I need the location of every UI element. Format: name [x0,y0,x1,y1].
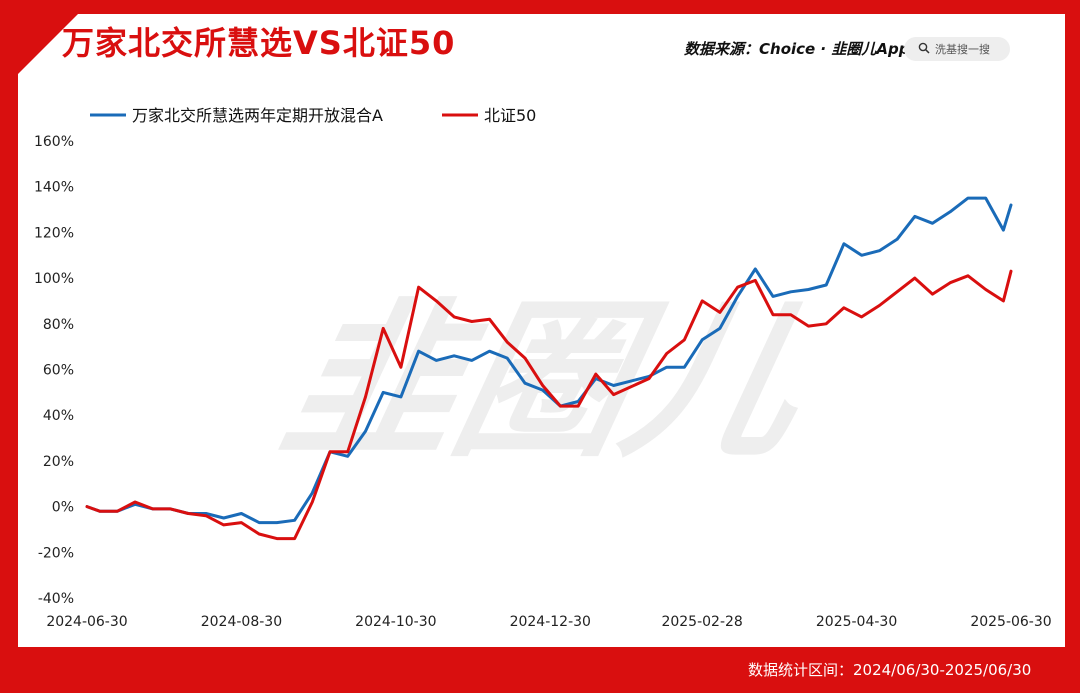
search-box[interactable]: 洗基搜一搜 [904,37,1010,61]
date-range-footer: 数据统计区间：2024/06/30-2025/06/30 [748,661,1032,679]
search-placeholder: 洗基搜一搜 [935,43,990,56]
chart-card [18,14,1065,647]
corner-notch [18,14,78,74]
page-title: 万家北交所慧选VS北证50 [62,24,456,62]
data-source-label: 数据来源：Choice · 韭圈儿App [684,40,910,58]
search-icon [918,42,930,57]
